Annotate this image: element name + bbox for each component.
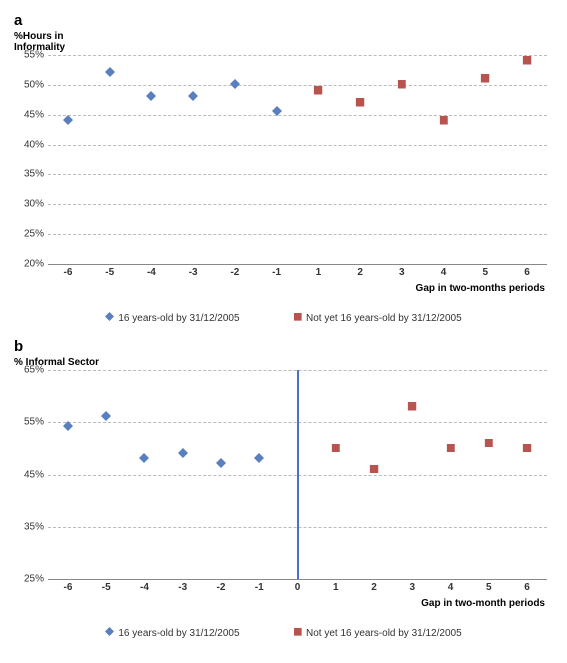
x-tick: -3 — [178, 582, 187, 593]
marker-red — [481, 70, 490, 88]
chart-b-x-axis: -6 -5 -4 -3 -2 -1 0 1 2 3 4 5 6 — [48, 580, 547, 596]
x-tick: -6 — [64, 267, 73, 278]
legend-b-red: Not yet 16 years-old by 31/12/2005 — [294, 628, 461, 639]
grid-line — [48, 85, 547, 86]
legend-a: 16 years-old by 31/12/2005 Not yet 16 ye… — [10, 312, 557, 324]
marker-red — [523, 439, 532, 457]
grid-line — [48, 145, 547, 146]
x-tick: -1 — [255, 582, 264, 593]
chart-a: 20%25%30%35%40%45%50%55% — [48, 55, 547, 265]
marker-red — [370, 460, 379, 478]
grid-line — [48, 234, 547, 235]
x-tick: -3 — [189, 267, 198, 278]
x-tick: -1 — [272, 267, 281, 278]
marker-blue — [254, 450, 264, 468]
legend-b: 16 years-old by 31/12/2005 Not yet 16 ye… — [10, 627, 557, 639]
square-icon — [294, 313, 302, 324]
x-tick: 5 — [486, 582, 492, 593]
marker-red — [408, 398, 417, 416]
marker-blue — [272, 103, 282, 121]
x-tick: 3 — [399, 267, 405, 278]
x-tick: -5 — [102, 582, 111, 593]
y-tick: 55% — [14, 417, 44, 428]
chart-a-x-axis: -6 -5 -4 -3 -2 -1 1 2 3 4 5 6 — [48, 265, 547, 281]
x-tick: 6 — [524, 267, 530, 278]
legend-a-red: Not yet 16 years-old by 31/12/2005 — [294, 313, 461, 324]
grid-line — [48, 174, 547, 175]
panel-a-y-title: %Hours in Informality — [14, 31, 557, 53]
marker-red — [314, 82, 323, 100]
panel-a-x-title: Gap in two-months periods — [10, 283, 545, 294]
marker-blue — [105, 64, 115, 82]
x-tick: -6 — [64, 582, 73, 593]
marker-red — [439, 112, 448, 130]
diamond-icon — [105, 312, 114, 324]
x-tick: 1 — [316, 267, 322, 278]
y-tick: 25% — [14, 574, 44, 585]
legend-a-blue: 16 years-old by 31/12/2005 — [105, 312, 239, 324]
marker-red — [446, 439, 455, 457]
x-tick: 6 — [524, 582, 530, 593]
diamond-icon — [105, 627, 114, 639]
marker-blue — [216, 455, 226, 473]
grid-line — [48, 204, 547, 205]
y-tick: 65% — [14, 365, 44, 376]
panel-a-label: a — [14, 12, 557, 29]
x-tick: -4 — [140, 582, 149, 593]
y-tick: 35% — [14, 521, 44, 532]
x-tick: -2 — [217, 582, 226, 593]
marker-blue — [63, 418, 73, 436]
marker-red — [523, 52, 532, 70]
marker-blue — [63, 112, 73, 130]
marker-blue — [230, 76, 240, 94]
x-tick: -5 — [105, 267, 114, 278]
legend-b-blue: 16 years-old by 31/12/2005 — [105, 627, 239, 639]
marker-blue — [146, 88, 156, 106]
x-tick: 2 — [371, 582, 377, 593]
grid-line — [48, 115, 547, 116]
panel-b-label: b — [14, 338, 557, 355]
y-tick: 45% — [14, 109, 44, 120]
square-icon — [294, 628, 302, 639]
y-tick: 25% — [14, 229, 44, 240]
marker-red — [356, 94, 365, 112]
x-tick: 0 — [295, 582, 301, 593]
y-tick: 35% — [14, 169, 44, 180]
cutoff-line — [297, 370, 299, 579]
x-tick: 2 — [357, 267, 363, 278]
y-tick: 40% — [14, 139, 44, 150]
chart-b: 25%35%45%55%65% — [48, 370, 547, 580]
y-tick: 20% — [14, 259, 44, 270]
marker-red — [398, 76, 407, 94]
marker-blue — [188, 88, 198, 106]
marker-blue — [139, 450, 149, 468]
marker-red — [485, 434, 494, 452]
marker-blue — [101, 408, 111, 426]
legend-a-red-label: Not yet 16 years-old by 31/12/2005 — [306, 313, 462, 324]
legend-a-blue-label: 16 years-old by 31/12/2005 — [118, 313, 239, 324]
y-tick: 55% — [14, 50, 44, 61]
marker-blue — [178, 445, 188, 463]
x-tick: 4 — [441, 267, 447, 278]
legend-b-blue-label: 16 years-old by 31/12/2005 — [118, 628, 239, 639]
x-tick: 5 — [483, 267, 489, 278]
panel-b-y-title: % Informal Sector — [14, 357, 557, 368]
y-tick: 50% — [14, 79, 44, 90]
x-tick: -4 — [147, 267, 156, 278]
legend-b-red-label: Not yet 16 years-old by 31/12/2005 — [306, 628, 462, 639]
y-tick: 30% — [14, 199, 44, 210]
x-tick: 3 — [409, 582, 415, 593]
panel-b-x-title: Gap in two-month periods — [10, 598, 545, 609]
x-tick: 1 — [333, 582, 339, 593]
grid-line — [48, 55, 547, 56]
y-tick: 45% — [14, 469, 44, 480]
x-tick: -2 — [230, 267, 239, 278]
marker-red — [332, 439, 341, 457]
x-tick: 4 — [448, 582, 454, 593]
